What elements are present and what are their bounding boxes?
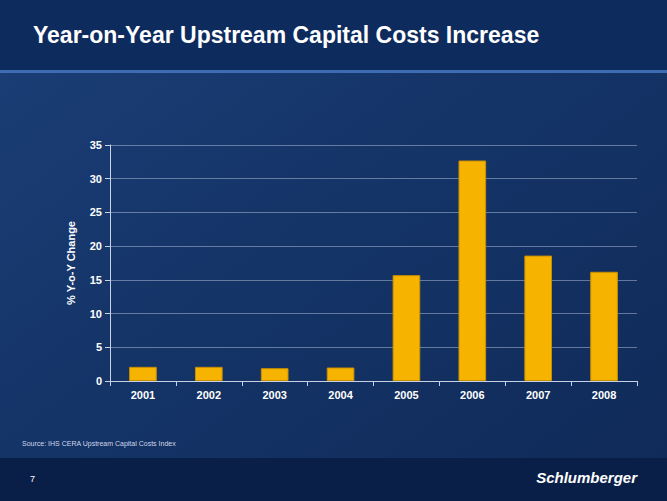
svg-text:20: 20 (90, 240, 102, 252)
svg-text:0: 0 (96, 375, 102, 387)
svg-text:Source: IHS CERA Upstream Capi: Source: IHS CERA Upstream Capital Costs … (22, 440, 176, 448)
svg-text:2003: 2003 (262, 389, 286, 401)
svg-text:25: 25 (90, 206, 102, 218)
svg-text:7: 7 (30, 474, 35, 484)
svg-text:2006: 2006 (460, 389, 484, 401)
svg-text:Schlumberger: Schlumberger (536, 469, 638, 486)
svg-text:2002: 2002 (197, 389, 221, 401)
svg-text:5: 5 (96, 341, 102, 353)
svg-text:2008: 2008 (592, 389, 616, 401)
svg-text:2001: 2001 (131, 389, 155, 401)
svg-text:Year-on-Year Upstream Capital: Year-on-Year Upstream Capital Costs Incr… (33, 22, 539, 48)
svg-text:2004: 2004 (328, 389, 353, 401)
svg-text:% Y-o-Y Change: % Y-o-Y Change (65, 221, 77, 305)
svg-text:15: 15 (90, 274, 102, 286)
svg-text:2005: 2005 (394, 389, 418, 401)
svg-text:10: 10 (90, 308, 102, 320)
svg-text:35: 35 (90, 139, 102, 151)
svg-text:30: 30 (90, 173, 102, 185)
svg-text:2007: 2007 (526, 389, 550, 401)
